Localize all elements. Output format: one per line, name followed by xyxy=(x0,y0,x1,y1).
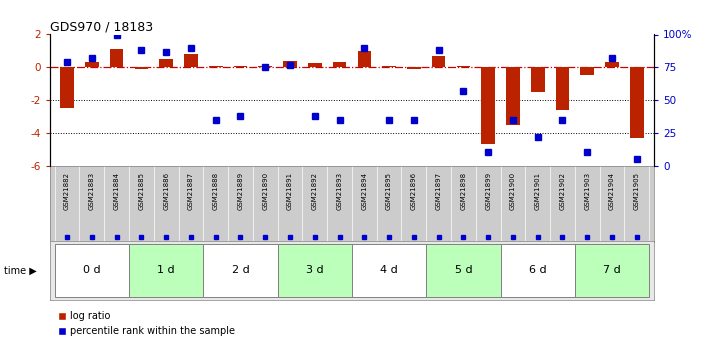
Text: GSM21902: GSM21902 xyxy=(560,172,565,210)
Text: GSM21901: GSM21901 xyxy=(535,172,540,210)
Text: GDS970 / 18183: GDS970 / 18183 xyxy=(50,20,153,33)
Text: 7 d: 7 d xyxy=(603,265,621,275)
Text: 0 d: 0 d xyxy=(83,265,101,275)
Text: GSM21900: GSM21900 xyxy=(510,172,516,210)
Text: GSM21887: GSM21887 xyxy=(188,172,194,210)
Bar xyxy=(134,67,148,69)
Bar xyxy=(506,67,520,125)
Text: GSM21894: GSM21894 xyxy=(361,172,368,210)
Text: GSM21884: GSM21884 xyxy=(114,172,119,210)
Bar xyxy=(580,67,594,76)
Text: GSM21897: GSM21897 xyxy=(436,172,442,210)
Bar xyxy=(109,49,124,67)
Legend: log ratio, percentile rank within the sample: log ratio, percentile rank within the sa… xyxy=(55,307,239,340)
Text: 5 d: 5 d xyxy=(454,265,472,275)
Bar xyxy=(352,244,427,297)
Text: GSM21893: GSM21893 xyxy=(336,172,343,210)
Text: GSM21891: GSM21891 xyxy=(287,172,293,210)
Text: 6 d: 6 d xyxy=(529,265,547,275)
Bar xyxy=(203,244,277,297)
Bar xyxy=(427,244,501,297)
Bar xyxy=(308,63,321,67)
Text: GSM21905: GSM21905 xyxy=(634,172,640,210)
Bar xyxy=(481,67,495,144)
Text: GSM21892: GSM21892 xyxy=(312,172,318,210)
Text: 4 d: 4 d xyxy=(380,265,398,275)
Bar xyxy=(60,67,74,108)
Text: GSM21895: GSM21895 xyxy=(386,172,392,210)
Bar xyxy=(277,244,352,297)
Text: GSM21896: GSM21896 xyxy=(411,172,417,210)
Bar xyxy=(184,54,198,67)
Bar xyxy=(55,244,129,297)
Bar xyxy=(407,67,421,69)
Text: GSM21898: GSM21898 xyxy=(461,172,466,210)
Bar xyxy=(556,67,570,110)
Bar xyxy=(85,62,99,67)
Text: 1 d: 1 d xyxy=(157,265,175,275)
Text: GSM21883: GSM21883 xyxy=(89,172,95,210)
Bar xyxy=(129,244,203,297)
Text: GSM21899: GSM21899 xyxy=(485,172,491,210)
Bar xyxy=(531,67,545,92)
Bar xyxy=(333,62,346,67)
Text: GSM21903: GSM21903 xyxy=(584,172,590,210)
Text: GSM21882: GSM21882 xyxy=(64,172,70,210)
Text: 3 d: 3 d xyxy=(306,265,324,275)
Bar xyxy=(630,67,643,138)
Bar xyxy=(501,244,575,297)
Bar xyxy=(575,244,649,297)
Bar xyxy=(605,62,619,67)
Bar xyxy=(432,56,446,67)
Text: GSM21885: GSM21885 xyxy=(139,172,144,210)
Text: GSM21890: GSM21890 xyxy=(262,172,268,210)
Bar xyxy=(159,59,173,67)
Text: GSM21888: GSM21888 xyxy=(213,172,219,210)
Text: 2 d: 2 d xyxy=(232,265,250,275)
Bar xyxy=(283,61,296,67)
Text: GSM21886: GSM21886 xyxy=(164,172,169,210)
Text: GSM21904: GSM21904 xyxy=(609,172,615,210)
Text: GSM21889: GSM21889 xyxy=(237,172,243,210)
Bar xyxy=(358,51,371,67)
Text: time ▶: time ▶ xyxy=(4,266,36,276)
